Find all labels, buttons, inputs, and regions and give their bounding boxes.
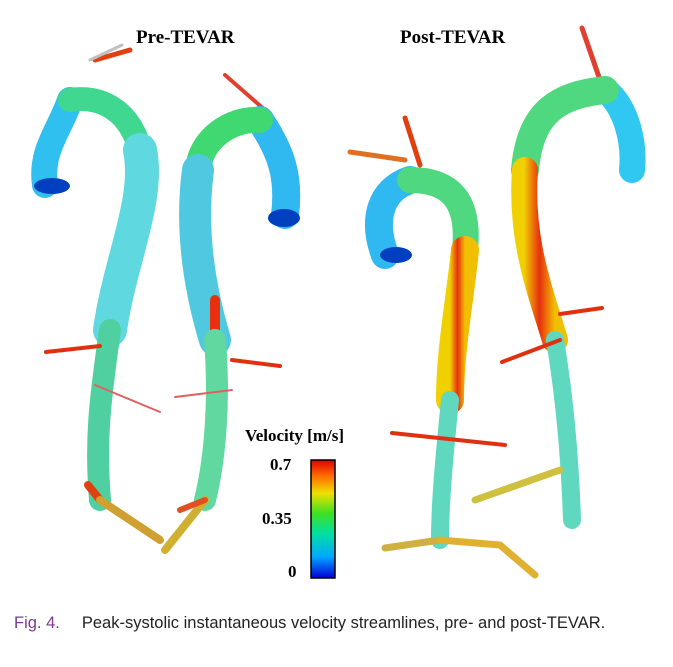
post-tevar-vessel-left: [347, 115, 539, 579]
caption-text: Peak-systolic instantaneous velocity str…: [81, 614, 606, 632]
colorbar: [310, 459, 336, 579]
pre-tevar-vessel-right: [161, 73, 301, 554]
panel-title-pre-tevar: Pre-TEVAR: [136, 27, 235, 48]
colorbar-tick-max: 0.7: [270, 455, 292, 474]
pre-tevar-vessel-left: [31, 43, 164, 544]
streamline-figure: [31, 25, 646, 579]
figure: Pre-TEVAR Post-TEVAR Velocity [m/s] 0.7 …: [31, 25, 646, 581]
panel-title-post-tevar: Post-TEVAR: [400, 27, 506, 48]
figure-caption: Fig. 4. Peak-systolic instantaneous veloc…: [14, 612, 664, 634]
post-tevar-vessel-right: [471, 25, 646, 529]
figure-label: Fig. 4.: [14, 614, 60, 632]
colorbar-tick-mid: 0.35: [262, 509, 292, 528]
colorbar-title: Velocity [m/s]: [245, 426, 344, 445]
colorbar-tick-min: 0: [288, 562, 297, 581]
